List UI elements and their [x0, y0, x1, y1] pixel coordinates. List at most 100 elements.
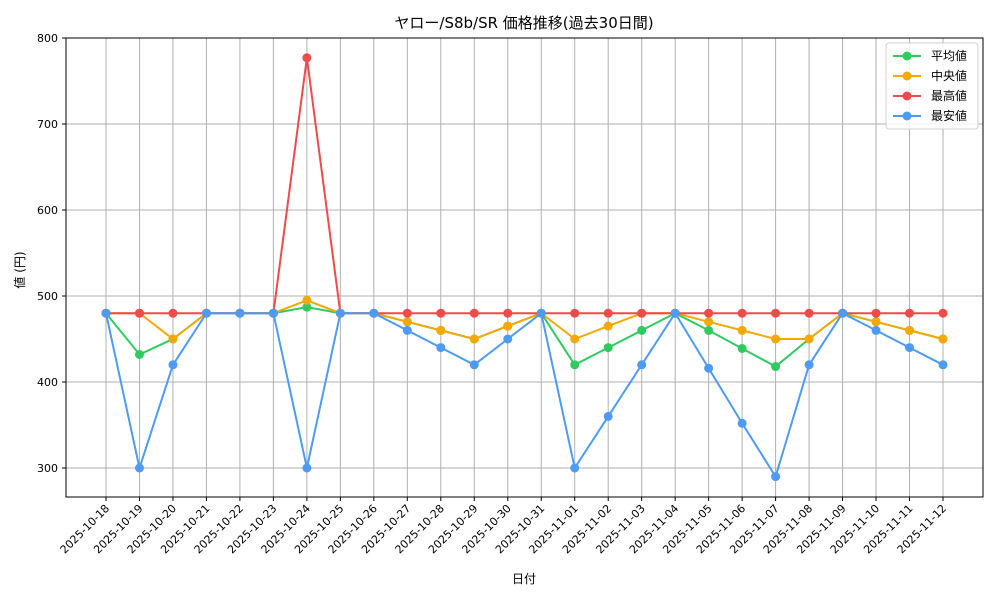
data-point [737, 418, 747, 428]
data-point [503, 308, 513, 318]
data-point [771, 334, 781, 344]
data-point [134, 349, 144, 359]
series-3 [101, 308, 948, 482]
data-point [704, 308, 714, 318]
y-tick-label: 400 [37, 376, 58, 389]
series-2 [101, 53, 948, 318]
data-point [570, 360, 580, 370]
legend-marker-icon [902, 111, 912, 121]
data-point [603, 308, 613, 318]
data-point [168, 334, 178, 344]
data-point [838, 308, 848, 318]
legend-item: 平均値 [893, 48, 967, 63]
data-point [302, 295, 312, 305]
data-point [637, 308, 647, 318]
data-point [402, 308, 412, 318]
data-point [603, 411, 613, 421]
y-axis-ticks: 300 400 500 600 700 800 [37, 32, 66, 475]
data-point [871, 325, 881, 335]
data-point [469, 308, 479, 318]
data-point [871, 308, 881, 318]
data-point [603, 343, 613, 353]
legend-label: 平均値 [931, 48, 967, 63]
data-point [302, 302, 312, 312]
data-point [503, 321, 513, 331]
data-point [905, 325, 915, 335]
data-point [737, 308, 747, 318]
data-point [704, 317, 714, 327]
data-point [804, 360, 814, 370]
data-point [737, 343, 747, 353]
data-point [637, 325, 647, 335]
data-point [436, 308, 446, 318]
series-line [106, 299, 944, 341]
y-tick-label: 600 [37, 204, 58, 217]
legend-item: 中央値 [893, 68, 967, 83]
data-point [670, 308, 680, 318]
plot-frame [65, 37, 984, 498]
data-point [268, 308, 278, 318]
data-point [603, 321, 613, 331]
legend-label: 最高値 [931, 88, 967, 103]
data-point [235, 308, 245, 318]
data-point [871, 317, 881, 327]
data-point [402, 317, 412, 327]
data-point [704, 363, 714, 373]
data-point [637, 360, 647, 370]
data-point [369, 308, 379, 318]
data-point [134, 308, 144, 318]
data-point [938, 360, 948, 370]
data-point [436, 343, 446, 353]
data-point [570, 463, 580, 473]
data-point [938, 334, 948, 344]
data-point [302, 463, 312, 473]
series-line [106, 57, 943, 315]
data-series [101, 53, 948, 482]
chart-title: ヤロー/S8b/SR 価格推移(過去30日間) [394, 14, 653, 32]
data-point [402, 325, 412, 335]
y-tick-label: 800 [37, 32, 58, 45]
data-point [905, 308, 915, 318]
legend-item: 最高値 [893, 88, 967, 103]
data-point [536, 308, 546, 318]
y-axis-label: 値 (円) [12, 251, 27, 288]
series-line [105, 306, 944, 368]
data-point [134, 463, 144, 473]
data-point [570, 308, 580, 318]
legend-marker-icon [902, 51, 912, 61]
data-point [201, 308, 211, 318]
y-tick-label: 300 [37, 462, 58, 475]
grid-lines [66, 37, 983, 497]
series-1 [101, 295, 948, 344]
data-point [771, 362, 781, 372]
x-axis-label: 日付 [512, 572, 536, 586]
data-point [168, 308, 178, 318]
legend-marker-icon [902, 91, 912, 101]
data-point [771, 472, 781, 482]
data-point [335, 308, 345, 318]
legend-marker-icon [902, 71, 912, 81]
data-point [302, 53, 312, 63]
legend-label: 最安値 [931, 108, 967, 123]
data-point [704, 325, 714, 335]
data-point [771, 308, 781, 318]
data-point [938, 308, 948, 318]
data-point [804, 308, 814, 318]
data-point [503, 334, 513, 344]
data-point [168, 360, 178, 370]
legend-box [885, 42, 979, 130]
x-axis-ticks: 2025-10-182025-10-192025-10-202025-10-21… [58, 497, 949, 556]
data-point [570, 334, 580, 344]
data-point [804, 334, 814, 344]
series-line [105, 311, 944, 479]
data-point [737, 325, 747, 335]
y-tick-label: 700 [37, 118, 58, 131]
legend-item: 最安値 [893, 108, 967, 123]
data-point [436, 325, 446, 335]
data-point [469, 334, 479, 344]
y-tick-label: 500 [37, 290, 58, 303]
legend-label: 中央値 [931, 68, 967, 83]
